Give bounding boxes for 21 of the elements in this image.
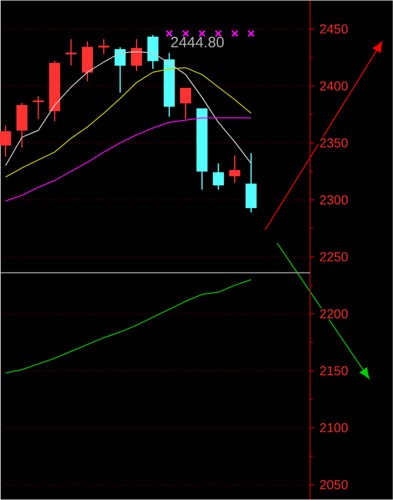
y-tick-label: 2250 (320, 252, 348, 262)
candlestick (66, 38, 77, 66)
candlestick (147, 34, 158, 70)
y-tick-label: 2300 (320, 195, 348, 204)
candlestick (180, 88, 192, 120)
y-tick-label: 2050 (320, 480, 348, 490)
candlestick (229, 154, 240, 184)
y-tick-label: 2200 (320, 309, 348, 318)
candlestick (246, 152, 257, 213)
y-tick-label: 2150 (320, 366, 348, 376)
candlestick (131, 38, 142, 72)
y-tick-label: 2350 (320, 138, 348, 148)
candlestick (98, 38, 110, 55)
y-tick-label: 2400 (320, 81, 348, 91)
y-tick-label: 2100 (320, 423, 348, 432)
y-tick-label: 2450 (320, 24, 348, 34)
candlestick (212, 162, 224, 190)
candlestick (114, 46, 126, 94)
annotation: 2444.80 (171, 36, 224, 48)
candlestick (32, 96, 44, 120)
candlestick (0, 125, 12, 158)
